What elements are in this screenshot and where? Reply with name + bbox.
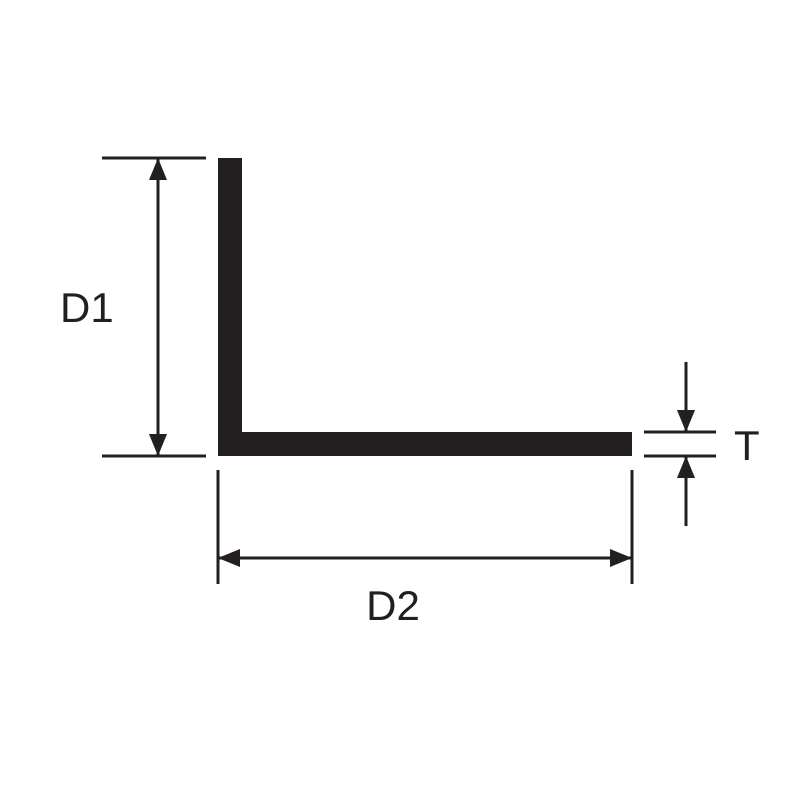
l-angle-profile [218,158,632,456]
dimension-label-d1: D1 [60,284,114,331]
dimension-label-t: T [734,422,760,469]
l-angle-diagram: D1 D2 T [0,0,800,800]
dimension-label-d2: D2 [366,582,420,629]
